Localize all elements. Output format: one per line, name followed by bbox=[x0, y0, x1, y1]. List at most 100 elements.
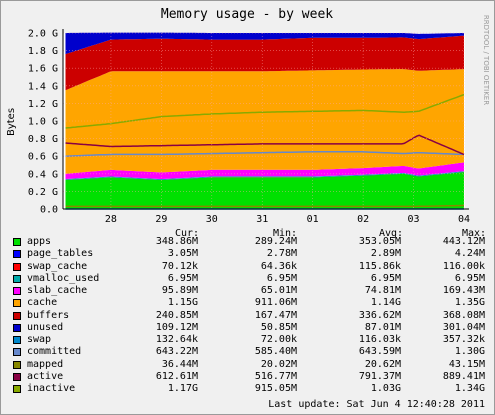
legend-row-slab-cache: slab_cache 95.89M 65.01M 74.81M 169.43M bbox=[0, 285, 495, 297]
legend-cur-value: 3.05M bbox=[167, 248, 198, 260]
area-slab-cache bbox=[65, 162, 464, 180]
legend-swatch bbox=[13, 323, 21, 332]
legend-min-value: 167.47M bbox=[254, 309, 297, 321]
line-mapped bbox=[65, 204, 464, 208]
y-tick-label: 1.0 G bbox=[28, 117, 58, 128]
legend-max-value: 116.00k bbox=[442, 260, 485, 272]
legend-max-value: 1.34G bbox=[454, 383, 485, 394]
legend-row-mapped: mapped 36.44M 20.02M 20.62M 43.15M bbox=[0, 359, 495, 371]
legend-avg-value: 336.62M bbox=[358, 309, 401, 321]
legend-label: swap bbox=[27, 334, 52, 345]
legend-min-value: 2.78M bbox=[266, 248, 297, 260]
legend-max-value: 43.15M bbox=[448, 358, 485, 370]
y-tick-label: 0.2 G bbox=[28, 187, 58, 198]
legend-avg-value: 115.86k bbox=[358, 260, 401, 272]
x-tick-label: 31 bbox=[256, 214, 268, 225]
line-inactive bbox=[65, 93, 465, 129]
legend-row-swap-cache: swap_cache 70.12k 64.36k 115.86k 116.00k bbox=[0, 261, 495, 273]
legend-cur-value: 1.15G bbox=[167, 297, 198, 309]
legend-avg-value: 74.81M bbox=[364, 285, 401, 296]
legend-label: mapped bbox=[27, 358, 64, 370]
legend-swatch bbox=[13, 262, 21, 271]
legend-min-value: 289.24M bbox=[254, 236, 297, 247]
legend-row-apps: apps 348.86M 289.24M 353.05M 443.12M bbox=[0, 236, 495, 248]
legend-header-max: Max: bbox=[462, 228, 487, 239]
legend-min-value: 64.36k bbox=[260, 260, 297, 272]
x-tick-label: 03 bbox=[408, 214, 420, 225]
line-committed bbox=[65, 151, 465, 157]
legend-row-committed: committed 643.22M 585.40M 643.59M 1.30G bbox=[0, 346, 495, 358]
x-tick-label: 28 bbox=[105, 214, 117, 225]
legend-swatch bbox=[13, 348, 21, 357]
legend-header-min: Min: bbox=[273, 228, 298, 239]
legend-label: cache bbox=[27, 297, 58, 309]
legend-swatch bbox=[13, 274, 21, 283]
legend-label: vmalloc_used bbox=[27, 272, 100, 284]
legend-row-active: active 612.61M 516.77M 791.37M 889.41M bbox=[0, 371, 495, 383]
legend-label: apps bbox=[27, 236, 52, 247]
x-tick-label: 01 bbox=[307, 214, 319, 225]
legend-label: buffers bbox=[27, 309, 70, 321]
legend-min-value: 516.77M bbox=[254, 370, 297, 382]
legend-cur-value: 240.85M bbox=[155, 309, 198, 321]
legend-row-cache: cache 1.15G 911.06M 1.14G 1.35G bbox=[0, 297, 495, 309]
x-tick-label: 04 bbox=[458, 214, 470, 225]
legend-row-swap: swap 132.64k 72.00k 116.03k 357.32k bbox=[0, 334, 495, 346]
legend-avg-value: 87.01M bbox=[364, 321, 401, 333]
area-buffers bbox=[65, 35, 464, 91]
legend-avg-value: 6.95M bbox=[370, 272, 401, 284]
area-apps bbox=[65, 172, 464, 209]
legend-min-value: 915.05M bbox=[254, 383, 297, 394]
legend-min-value: 72.00k bbox=[260, 334, 297, 345]
legend: apps 348.86M 289.24M 353.05M 443.12M page_tab… bbox=[0, 236, 495, 395]
legend-cur-value: 612.61M bbox=[155, 370, 198, 382]
legend-row-inactive: inactive 1.17G 915.05M 1.03G 1.34G bbox=[0, 383, 495, 395]
legend-label: slab_cache bbox=[27, 285, 88, 296]
y-tick-label: 1.6 G bbox=[28, 64, 58, 75]
legend-header-avg: Avg: bbox=[379, 228, 404, 239]
legend-label: page_tables bbox=[27, 248, 94, 260]
legend-label: inactive bbox=[27, 383, 76, 394]
legend-cur-value: 643.22M bbox=[155, 346, 198, 358]
y-tick-label: 0.4 G bbox=[28, 169, 58, 180]
legend-max-value: 169.43M bbox=[442, 285, 485, 296]
legend-min-value: 911.06M bbox=[254, 297, 297, 309]
y-tick-label: 1.8 G bbox=[28, 46, 58, 57]
legend-max-value: 4.24M bbox=[454, 248, 485, 260]
legend-label: swap_cache bbox=[27, 260, 88, 272]
legend-min-value: 65.01M bbox=[260, 285, 297, 296]
y-tick-label: 0.0 bbox=[40, 205, 58, 216]
legend-avg-value: 791.37M bbox=[358, 370, 401, 382]
y-tick-label: 1.4 G bbox=[28, 81, 58, 92]
legend-avg-value: 116.03k bbox=[358, 334, 401, 345]
chart-title: Memory usage - by week bbox=[161, 7, 333, 22]
last-update: Last update: Sat Jun 4 12:40:28 2011 bbox=[268, 399, 485, 410]
legend-label: unused bbox=[27, 321, 64, 333]
legend-max-value: 1.30G bbox=[454, 346, 485, 358]
legend-label: active bbox=[27, 370, 64, 382]
legend-swatch bbox=[13, 385, 21, 393]
legend-cur-value: 109.12M bbox=[155, 321, 198, 333]
legend-cur-value: 132.64k bbox=[155, 334, 198, 345]
area-cache bbox=[65, 69, 464, 174]
legend-max-value: 6.95M bbox=[454, 272, 485, 284]
legend-cur-value: 95.89M bbox=[161, 285, 198, 296]
legend-max-value: 357.32k bbox=[442, 334, 485, 345]
legend-max-value: 301.04M bbox=[442, 321, 485, 333]
x-tick-label: 29 bbox=[155, 214, 167, 225]
legend-min-value: 50.85M bbox=[260, 321, 297, 333]
legend-min-value: 20.02M bbox=[260, 358, 297, 370]
x-tick-label: 30 bbox=[206, 214, 218, 225]
y-tick-label: 0.6 G bbox=[28, 152, 58, 163]
legend-min-value: 585.40M bbox=[254, 346, 297, 358]
x-tick-label: 02 bbox=[357, 214, 369, 225]
legend-row-page-tables: page_tables 3.05M 2.78M 2.89M 4.24M bbox=[0, 248, 495, 260]
legend-avg-value: 2.89M bbox=[370, 248, 401, 260]
legend-swatch bbox=[13, 311, 21, 320]
legend-label: committed bbox=[27, 346, 82, 358]
rrdtool-credit: RRDTOOL / TOBI OETIKER bbox=[482, 15, 490, 105]
line-active bbox=[65, 134, 465, 156]
legend-swatch bbox=[13, 299, 21, 308]
y-axis-label: Bytes bbox=[6, 108, 17, 136]
